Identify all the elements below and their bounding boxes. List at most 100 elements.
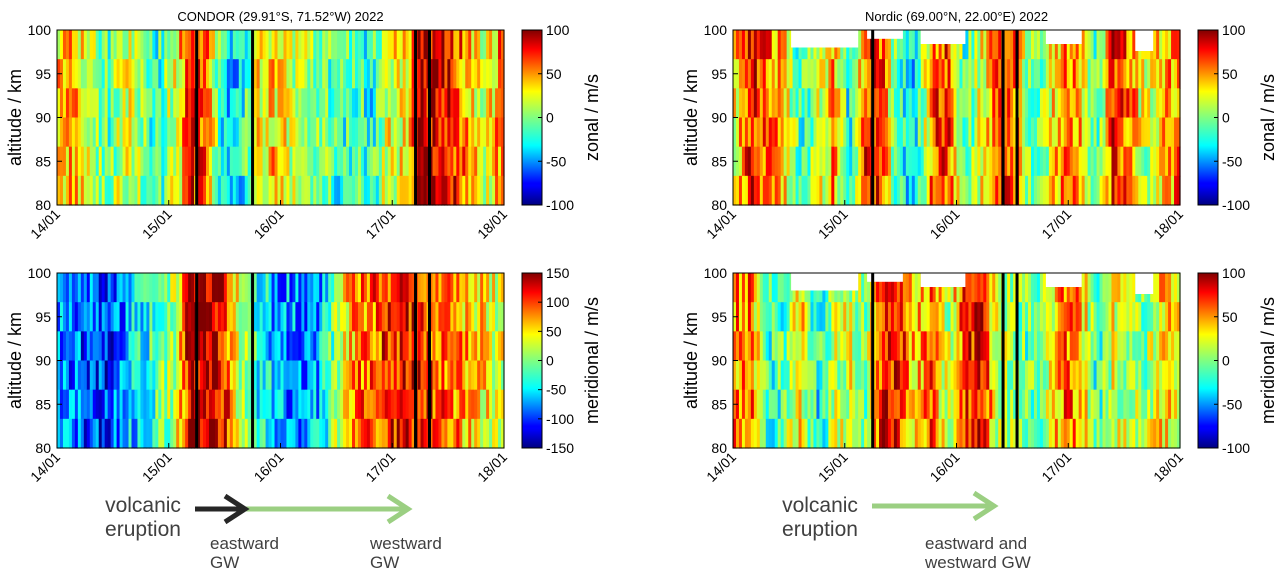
colorbar-tick-label-3: -50 [546, 153, 566, 169]
colorbar-tick-label-2: 0 [546, 110, 554, 126]
data-gap-2 [920, 30, 966, 44]
panel-0: 80 85 90 95 100 14/01 15/01 16/01 17/01 18/01 alti… [5, 9, 602, 242]
x-tick-label-1: 15/01 [815, 206, 851, 242]
colorbar-label: meridional / m/s [1258, 297, 1278, 424]
data-gap-1 [867, 30, 903, 39]
y-tick-label-0: 80 [35, 197, 51, 213]
data-gap-3 [1045, 273, 1082, 287]
colorbar-tick-label-2: 0 [1222, 110, 1230, 126]
right-green-arrow-head [972, 490, 999, 522]
colorbar-label: meridional / m/s [582, 297, 602, 424]
left-eruption-line-2: eruption [105, 518, 181, 541]
y-tick-label-3: 95 [711, 66, 727, 82]
x-tick-label-0: 14/01 [703, 206, 739, 242]
colorbar-tick-label-3: -50 [1222, 153, 1242, 169]
y-tick-label-0: 80 [711, 440, 727, 456]
x-tick-label-4: 18/01 [474, 206, 510, 242]
colorbar-tick-label-1: 100 [546, 294, 570, 310]
left-eastward-line-2: GW [210, 553, 240, 572]
y-tick-label-3: 95 [711, 309, 727, 325]
x-tick-label-0: 14/01 [703, 449, 739, 485]
colorbar-tick-label-5: -100 [546, 411, 574, 427]
y-tick-label-0: 80 [35, 440, 51, 456]
y-tick-label-1: 85 [35, 153, 51, 169]
colorbar-tick-label-3: 0 [546, 353, 554, 369]
data-gap-2 [920, 273, 966, 287]
left-eruption-line-1: volcanic [105, 494, 181, 517]
y-tick-label-1: 85 [711, 396, 727, 412]
y-tick-label-2: 90 [35, 353, 51, 369]
panel-2: 80 85 90 95 100 14/01 15/01 16/01 17/01 18/01 alti… [5, 265, 602, 485]
y-tick-label-4: 100 [28, 22, 52, 38]
left-westward-label: westward GW [370, 534, 442, 572]
colorbar-tick-label-0: 100 [1222, 22, 1246, 38]
y-tick-label-4: 100 [704, 265, 728, 281]
heatmap-field [57, 30, 505, 206]
colorbar-tick-label-4: -100 [1222, 440, 1250, 456]
left-eruption-label: volcanic eruption [95, 494, 191, 542]
colorbar-tick-label-1: 50 [1222, 66, 1238, 82]
y-axis-label: altitude / km [681, 312, 701, 409]
chart-title: Nordic (69.00°N, 22.00°E) 2022 [865, 9, 1048, 24]
colorbar-tick-label-6: -150 [546, 440, 574, 456]
right-gw-label: eastward and westward GW [925, 534, 1031, 572]
x-tick-label-3: 17/01 [362, 449, 398, 485]
y-tick-label-4: 100 [704, 22, 728, 38]
colorbar-tick-label-0: 150 [546, 265, 570, 281]
colorbar-tick-label-2: 50 [546, 323, 562, 339]
colorbar-tick-label-3: -50 [1222, 396, 1242, 412]
data-gap-3 [1045, 30, 1082, 44]
colorbar-tick-label-1: 50 [546, 66, 562, 82]
data-gap-4 [1135, 273, 1154, 294]
x-tick-label-4: 18/01 [1150, 449, 1186, 485]
left-westward-line-1: westward [370, 534, 442, 553]
x-tick-label-0: 14/01 [27, 449, 63, 485]
panel-1: 80 85 90 95 100 14/01 15/01 16/01 17/01 18/01 alti… [681, 9, 1278, 242]
y-tick-label-0: 80 [711, 197, 727, 213]
x-tick-label-1: 15/01 [815, 449, 851, 485]
y-tick-label-1: 85 [711, 153, 727, 169]
right-green-arrow [872, 490, 999, 522]
x-tick-label-2: 16/01 [927, 449, 963, 485]
panel-3: 80 85 90 95 100 14/01 15/01 16/01 17/01 18/01 alti… [681, 265, 1278, 485]
right-gw-line-1: eastward and [925, 534, 1028, 553]
left-eastward-label: eastward GW [210, 534, 279, 572]
y-tick-label-3: 95 [35, 309, 51, 325]
y-tick-label-1: 85 [35, 396, 51, 412]
x-tick-label-4: 18/01 [474, 449, 510, 485]
colorbar-tick-label-1: 50 [1222, 309, 1238, 325]
y-tick-label-2: 90 [35, 110, 51, 126]
x-tick-label-2: 16/01 [251, 206, 287, 242]
colorbar-tick-label-4: -100 [1222, 197, 1250, 213]
y-axis-label: altitude / km [5, 312, 25, 409]
left-dark-arrow [195, 493, 250, 525]
left-green-arrow [246, 493, 413, 525]
y-tick-label-2: 90 [711, 110, 727, 126]
right-eruption-label: volcanic eruption [772, 494, 868, 542]
x-tick-label-3: 17/01 [1038, 449, 1074, 485]
data-gap-1 [867, 273, 903, 282]
heatmap-field [733, 273, 1181, 449]
left-dark-arrow-head [223, 493, 250, 525]
colorbar-label: zonal / m/s [582, 74, 602, 161]
chart-title: CONDOR (29.91°S, 71.52°W) 2022 [177, 9, 383, 24]
heatmap-field [57, 273, 505, 449]
x-tick-label-2: 16/01 [927, 206, 963, 242]
colorbar-label: zonal / m/s [1258, 74, 1278, 161]
colorbar-tick-label-4: -50 [546, 382, 566, 398]
right-eruption-line-1: volcanic [782, 494, 858, 517]
colorbar-tick-label-2: 0 [1222, 353, 1230, 369]
data-gap-0 [791, 273, 859, 291]
data-gap-4 [1135, 30, 1154, 51]
right-gw-line-2: westward GW [925, 553, 1031, 572]
y-tick-label-3: 95 [35, 66, 51, 82]
x-tick-label-0: 14/01 [27, 206, 63, 242]
x-tick-label-3: 17/01 [1038, 206, 1074, 242]
x-tick-label-1: 15/01 [139, 206, 175, 242]
right-eruption-line-2: eruption [782, 518, 858, 541]
colorbar-tick-label-4: -100 [546, 197, 574, 213]
heatmap-field [733, 30, 1181, 206]
x-tick-label-4: 18/01 [1150, 206, 1186, 242]
left-eastward-line-1: eastward [210, 534, 279, 553]
